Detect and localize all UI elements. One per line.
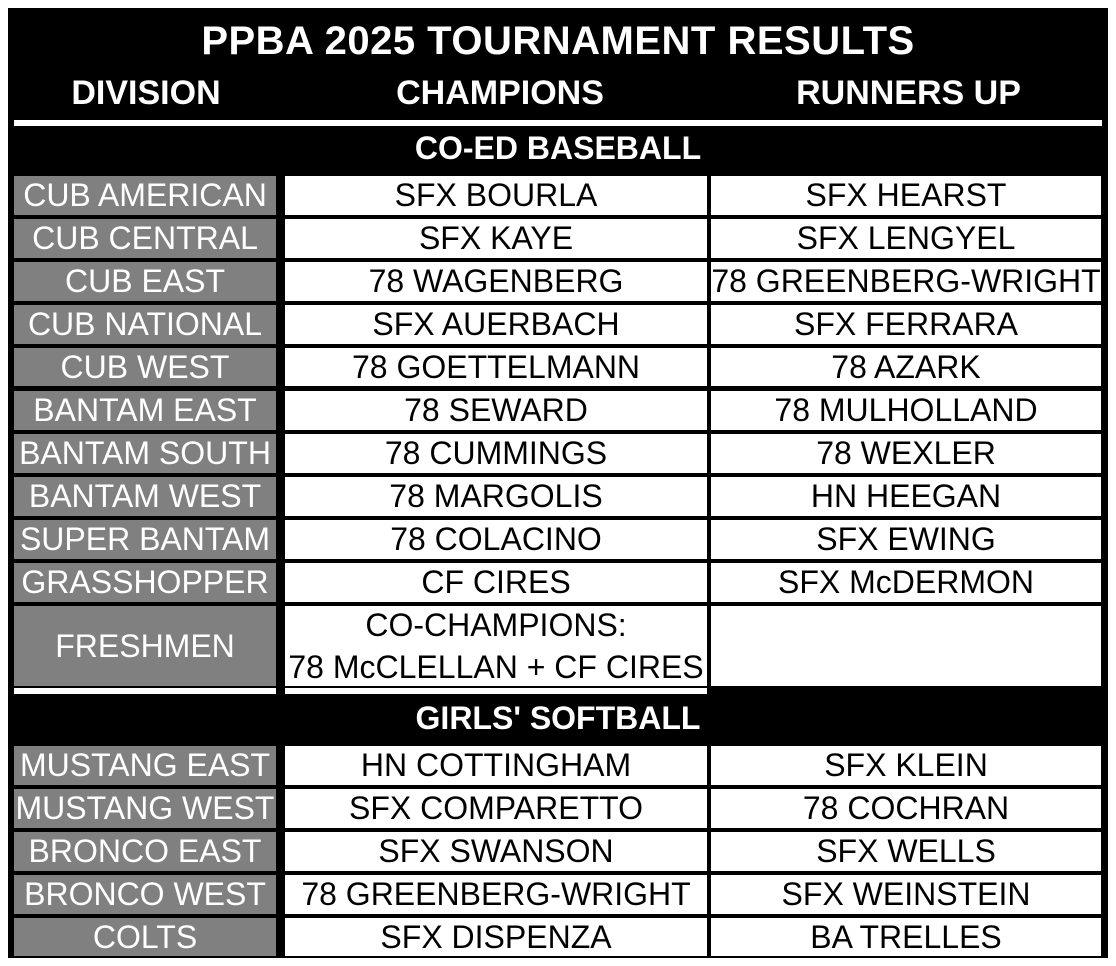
division-cell: FRESHMEN	[14, 606, 276, 686]
champion-cell: SFX AUERBACH	[285, 305, 707, 344]
champion-cell: HN COTTINGHAM	[285, 746, 707, 785]
division-cell: SUPER BANTAM	[14, 520, 276, 559]
runner-up-cell: 78 MULHOLLAND	[711, 391, 1101, 430]
runner-up-cell: SFX McDERMON	[711, 563, 1101, 602]
column-header-champions: CHAMPIONS	[396, 74, 604, 112]
division-cell: BANTAM WEST	[14, 477, 276, 516]
champion-cell: 78 SEWARD	[285, 391, 707, 430]
table-row: SUPER BANTAM 78 COLACINO SFX EWING	[8, 520, 1108, 559]
table-row: COLTS SFX DISPENZA BA TRELLES	[8, 918, 1108, 956]
table-row: CUB AMERICAN SFX BOURLA SFX HEARST	[8, 176, 1108, 215]
champion-cell: 78 CUMMINGS	[285, 434, 707, 473]
runner-up-cell: SFX FERRARA	[711, 305, 1101, 344]
division-cell: BANTAM EAST	[14, 391, 276, 430]
champion-cell: 78 WAGENBERG	[285, 262, 707, 301]
spacer-strip	[285, 688, 707, 694]
champion-cell: 78 GOETTELMANN	[285, 348, 707, 386]
runner-up-cell: SFX KLEIN	[711, 746, 1101, 785]
section-header-girls-softball: GIRLS' SOFTBALL	[415, 700, 701, 736]
column-header-runners-up: RUNNERS UP	[796, 74, 1021, 112]
runner-up-cell: HN HEEGAN	[711, 477, 1101, 516]
champion-cell: SFX SWANSON	[285, 832, 707, 871]
champion-cell: SFX KAYE	[285, 219, 707, 258]
runner-up-cell: SFX EWING	[711, 520, 1101, 559]
header-divider	[14, 120, 1102, 126]
table-row: CUB EAST 78 WAGENBERG 78 GREENBERG-WRIGH…	[8, 262, 1108, 301]
runner-up-cell: 78 COCHRAN	[711, 789, 1101, 828]
champion-cell: 78 MARGOLIS	[285, 477, 707, 516]
results-sheet: PPBA 2025 TOURNAMENT RESULTS DIVISION CH…	[8, 8, 1108, 958]
division-cell: MUSTANG WEST	[14, 789, 276, 828]
champion-cell: SFX DISPENZA	[285, 918, 707, 956]
division-cell: CUB WEST	[14, 348, 276, 386]
champion-cell: SFX COMPARETTO	[285, 789, 707, 828]
champion-cell: 78 COLACINO	[285, 520, 707, 559]
page-title: PPBA 2025 TOURNAMENT RESULTS	[201, 19, 915, 63]
runner-up-cell: SFX WEINSTEIN	[711, 875, 1101, 914]
runner-up-cell: SFX HEARST	[711, 176, 1101, 215]
champion-cell: CO-CHAMPIONS: 78 McCLELLAN + CF CIRES	[285, 606, 707, 686]
division-cell: CUB NATIONAL	[14, 305, 276, 344]
table-row: FRESHMEN CO-CHAMPIONS: 78 McCLELLAN + CF…	[8, 606, 1108, 686]
table-row: GRASSHOPPER CF CIRES SFX McDERMON	[8, 563, 1108, 602]
table-row: CUB NATIONAL SFX AUERBACH SFX FERRARA	[8, 305, 1108, 344]
runner-up-cell: SFX LENGYEL	[711, 219, 1101, 258]
table-row: BANTAM EAST 78 SEWARD 78 MULHOLLAND	[8, 391, 1108, 430]
champion-cell: SFX BOURLA	[285, 176, 707, 215]
division-cell: CUB CENTRAL	[14, 219, 276, 258]
champion-line: CO-CHAMPIONS:	[365, 607, 627, 643]
table-row: BANTAM WEST 78 MARGOLIS HN HEEGAN	[8, 477, 1108, 516]
division-cell: BANTAM SOUTH	[14, 434, 276, 473]
runner-up-cell: 78 AZARK	[711, 348, 1101, 386]
runner-up-cell: SFX WELLS	[711, 832, 1101, 871]
runner-up-cell	[711, 606, 1101, 686]
table-row: MUSTANG WEST SFX COMPARETTO 78 COCHRAN	[8, 789, 1108, 828]
spacer-strip	[14, 688, 276, 694]
runner-up-cell: BA TRELLES	[711, 918, 1101, 956]
runner-up-cell: 78 WEXLER	[711, 434, 1101, 473]
runner-up-cell: 78 GREENBERG-WRIGHT	[711, 262, 1101, 301]
table-row: BANTAM SOUTH 78 CUMMINGS 78 WEXLER	[8, 434, 1108, 473]
champion-line: 78 McCLELLAN + CF CIRES	[288, 649, 704, 685]
column-header-division: DIVISION	[71, 74, 221, 112]
table-row: CUB WEST 78 GOETTELMANN 78 AZARK	[8, 348, 1108, 386]
champion-cell: CF CIRES	[285, 563, 707, 602]
champion-cell: 78 GREENBERG-WRIGHT	[285, 875, 707, 914]
division-cell: BRONCO EAST	[14, 832, 276, 871]
table-row: BRONCO EAST SFX SWANSON SFX WELLS	[8, 832, 1108, 871]
table-row: MUSTANG EAST HN COTTINGHAM SFX KLEIN	[8, 746, 1108, 785]
division-cell: GRASSHOPPER	[14, 563, 276, 602]
division-cell: CUB AMERICAN	[14, 176, 276, 215]
section-header-coed-baseball: CO-ED BASEBALL	[414, 130, 702, 166]
table-row: CUB CENTRAL SFX KAYE SFX LENGYEL	[8, 219, 1108, 258]
division-cell: BRONCO WEST	[14, 875, 276, 914]
division-cell: COLTS	[14, 918, 276, 956]
table-row: BRONCO WEST 78 GREENBERG-WRIGHT SFX WEIN…	[8, 875, 1108, 914]
division-cell: MUSTANG EAST	[14, 746, 276, 785]
division-cell: CUB EAST	[14, 262, 276, 301]
